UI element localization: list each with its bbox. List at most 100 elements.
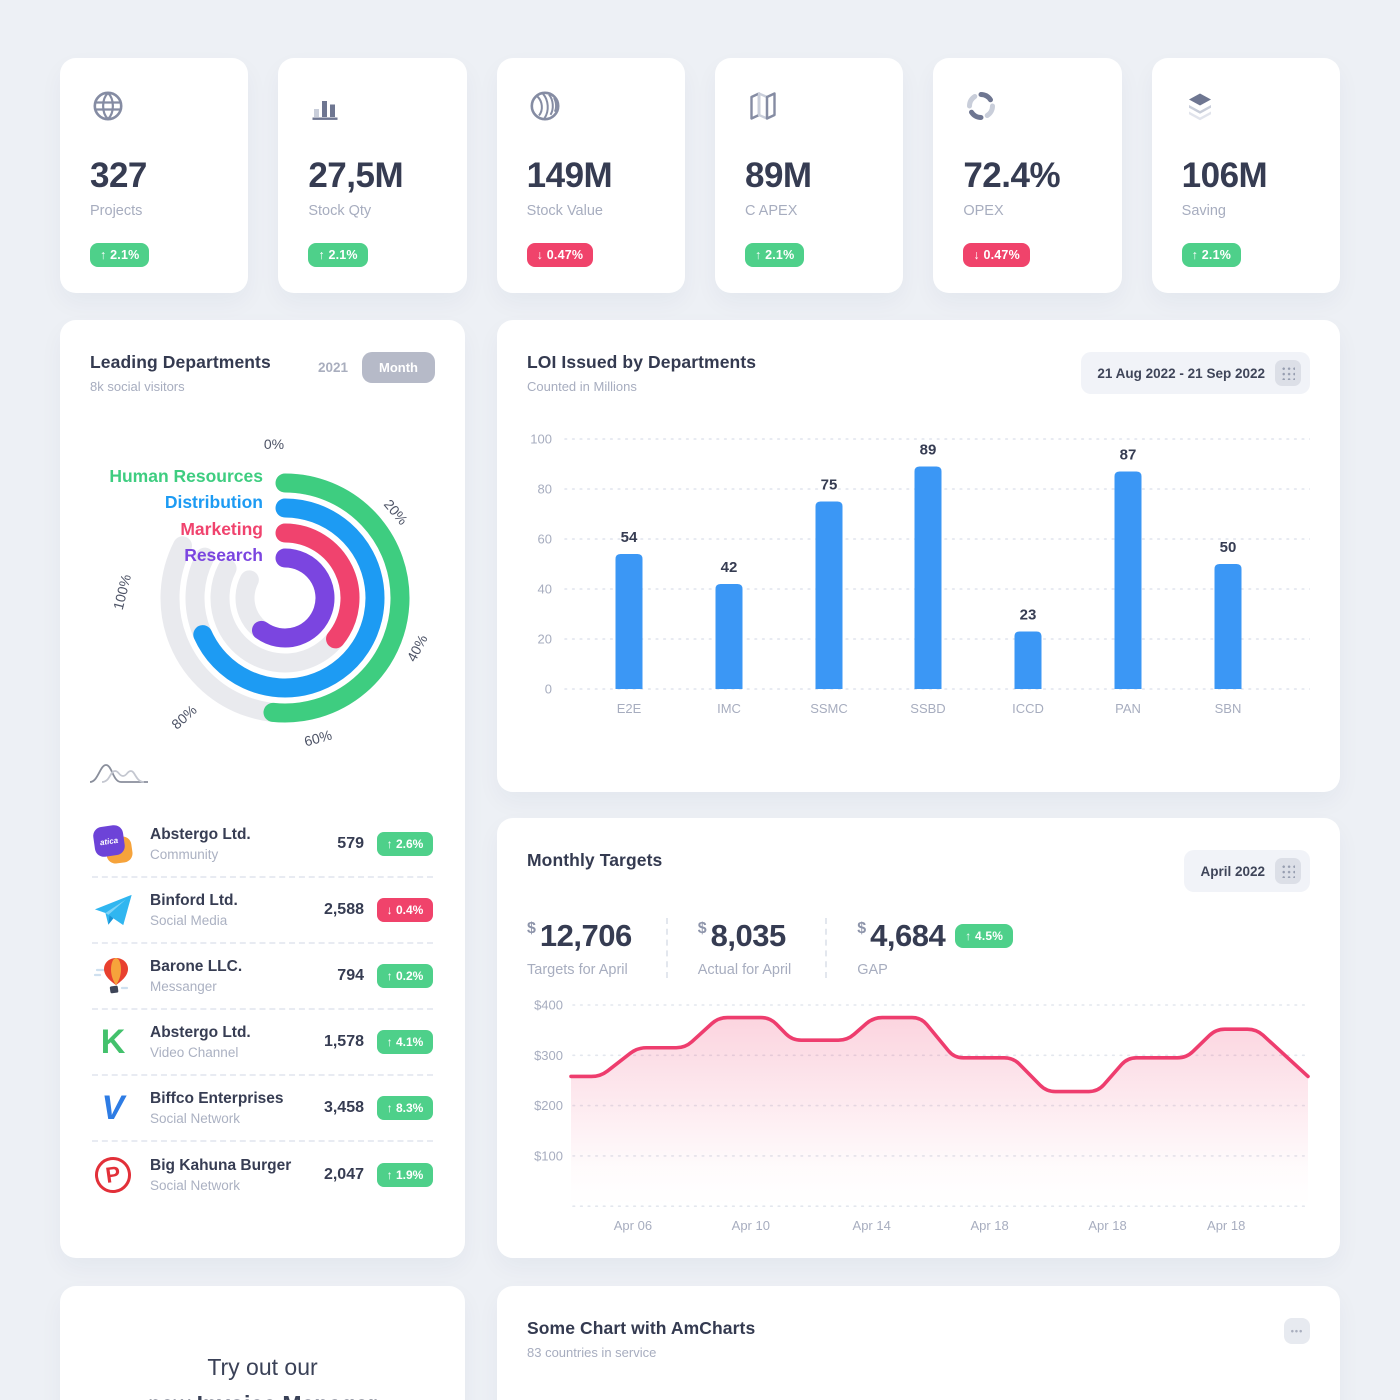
svg-text:Apr 06: Apr 06 <box>614 1218 652 1233</box>
company-name: Abstergo Ltd. <box>150 1024 251 1041</box>
v-letter-icon: V <box>101 1088 125 1127</box>
year-label: 2021 <box>317 360 349 375</box>
company-trend-badge: ↓ 0.4% <box>377 898 433 922</box>
svg-text:Apr 18: Apr 18 <box>970 1218 1008 1233</box>
loi-departments-card: LOI Issued by Departments Counted in Mil… <box>497 320 1340 792</box>
company-name: Biffco Enterprises <box>150 1090 284 1107</box>
stat-value: 149M <box>526 156 613 195</box>
radial-arc-marketing <box>275 523 360 649</box>
company-trend-badge: ↑ 1.9% <box>377 1163 433 1187</box>
card-title: Leading Departments <box>90 352 271 372</box>
company-name: Binford Ltd. <box>150 892 238 909</box>
bar-E2E <box>615 554 643 689</box>
radial-arc-research <box>251 548 335 648</box>
trend-badge: ↓ 0.47% <box>526 243 594 267</box>
radial-departments-chart: 0% 20% 40% 60% 80% 100% Human Resources Distri… <box>60 430 465 790</box>
trend-badge: ↑ 2.1% <box>308 243 368 267</box>
bar-ICCD <box>1014 631 1042 689</box>
company-value: 2,588 <box>323 901 364 918</box>
month-picker[interactable]: April 2022 <box>1184 850 1310 892</box>
currency-symbol: $ <box>857 920 867 937</box>
company-trend-badge: ↑ 2.6% <box>377 832 433 856</box>
company-row[interactable]: Barone LLC. Messanger 794 ↑ 0.2% <box>92 944 433 1010</box>
trend-badge: ↑ 2.1% <box>90 243 150 267</box>
stat-card-stock-qty: 27,5M Stock Qty ↑ 2.1% <box>278 58 467 293</box>
company-value: 3,458 <box>323 1099 364 1116</box>
company-row[interactable]: K Abstergo Ltd. Video Channel 1,578 ↑ 4.… <box>92 1010 433 1076</box>
calendar-grid-icon <box>1275 858 1301 884</box>
month-picker-label: April 2022 <box>1200 863 1265 879</box>
bar-SSMC <box>815 501 843 689</box>
svg-text:50: 50 <box>1220 539 1237 556</box>
bar-PAN <box>1114 471 1142 689</box>
monthly-stats-row: $ 12,706 Targets for April $ 8,035 Actua… <box>497 892 1340 978</box>
period-month-button[interactable]: Month <box>362 352 435 383</box>
hot-air-balloon-icon <box>93 958 129 994</box>
trend-sparkline-icon <box>89 764 148 783</box>
radial-chart-canvas <box>160 473 410 723</box>
promo-line-1: Try out our <box>207 1354 318 1381</box>
card-menu-button[interactable]: ••• <box>1284 1318 1310 1344</box>
company-row[interactable]: P Big Kahuna Burger Social Network 2,047… <box>92 1142 433 1208</box>
company-name: Barone LLC. <box>150 958 243 975</box>
gap-trend-badge: ↑ 4.5% <box>955 924 1014 948</box>
svg-text:42: 42 <box>721 559 738 576</box>
stat-value: 106M <box>1181 156 1268 195</box>
stats-row: 327 Projects ↑ 2.1% 27,5M Stock Qty ↑ 2.… <box>60 58 1340 293</box>
stat-card-capex: 89M C APEX ↑ 2.1% <box>714 58 904 293</box>
stat-value: 72.4% <box>963 156 1061 195</box>
telegram-plane-icon <box>94 894 132 926</box>
amcharts-card: Some Chart with AmCharts 83 countries in… <box>497 1286 1340 1400</box>
svg-text:20: 20 <box>538 632 552 647</box>
bar-chart-icon <box>312 101 338 120</box>
stat-card-projects: 327 Projects ↑ 2.1% <box>60 58 249 293</box>
series-label-marketing: Marketing <box>180 519 263 539</box>
company-row[interactable]: V Biffco Enterprises Social Network 3,45… <box>92 1076 433 1142</box>
radial-arc-distribution <box>193 498 385 698</box>
card-title: LOI Issued by Departments <box>527 352 757 372</box>
map-icon <box>750 92 776 120</box>
company-value: 794 <box>337 967 364 984</box>
stat-label: C APEX <box>744 203 798 219</box>
stat-card-opex: 72.4% OPEX ↓ 0.47% <box>933 58 1122 293</box>
stat-value: 27,5M <box>308 156 404 195</box>
card-title: Some Chart with AmCharts <box>527 1318 756 1338</box>
company-category: Messanger <box>150 979 217 994</box>
svg-text:Apr 14: Apr 14 <box>853 1218 891 1233</box>
stat-value: 89M <box>744 156 812 195</box>
layers-icon <box>1188 93 1211 121</box>
card-subtitle: 8k social visitors <box>90 379 185 394</box>
invoice-manager-promo-card[interactable]: Try out our new Invoice Manager <box>60 1286 465 1400</box>
monthly-area-chart: $400 $300 $200 $100 Apr 06 Apr 10 Apr 14 Apr 18… <box>534 998 1310 1233</box>
svg-text:Apr 18: Apr 18 <box>1088 1218 1126 1233</box>
stat-label: Stock Value <box>526 203 603 219</box>
svg-text:23: 23 <box>1020 607 1037 624</box>
date-range-picker[interactable]: 21 Aug 2022 - 21 Sep 2022 <box>1081 352 1310 394</box>
company-list: atica Abstergo Ltd. Community 579 ↑ 2.6%… <box>92 812 433 1208</box>
stat-label: Projects <box>90 203 143 219</box>
company-row[interactable]: atica Abstergo Ltd. Community 579 ↑ 2.6% <box>92 812 433 878</box>
company-row[interactable]: Binford Ltd. Social Media 2,588 ↓ 0.4% <box>92 878 433 944</box>
company-name: Abstergo Ltd. <box>150 826 251 843</box>
bar-SSBD <box>914 466 942 689</box>
promo-line-2: new Invoice Manager <box>148 1386 377 1400</box>
svg-text:0: 0 <box>545 682 552 697</box>
series-label-research: Research <box>184 545 263 565</box>
company-trend-badge: ↑ 8.3% <box>377 1096 433 1120</box>
company-category: Video Channel <box>150 1045 239 1060</box>
stat-value: 327 <box>90 156 147 195</box>
area-line <box>569 1015 1310 1094</box>
stat-card-stock-value: 149M Stock Value ↓ 0.47% <box>496 58 685 293</box>
company-category: Social Network <box>150 1111 241 1126</box>
svg-text:89: 89 <box>920 442 937 459</box>
svg-text:E2E: E2E <box>617 701 642 716</box>
svg-text:$100: $100 <box>534 1148 563 1163</box>
card-title: Monthly Targets <box>527 850 663 870</box>
svg-text:Apr 18: Apr 18 <box>1207 1218 1245 1233</box>
svg-text:ICCD: ICCD <box>1012 701 1044 716</box>
company-category: Social Media <box>150 913 228 928</box>
svg-text:80: 80 <box>538 482 552 497</box>
svg-text:SSBD: SSBD <box>910 701 945 716</box>
monthly-targets-card: Monthly Targets April 2022 $ 12,706 Targ… <box>497 818 1340 1258</box>
